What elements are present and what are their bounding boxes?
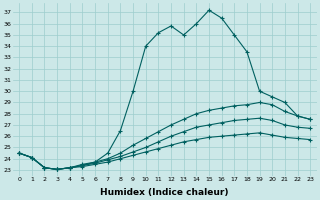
X-axis label: Humidex (Indice chaleur): Humidex (Indice chaleur): [100, 188, 229, 197]
